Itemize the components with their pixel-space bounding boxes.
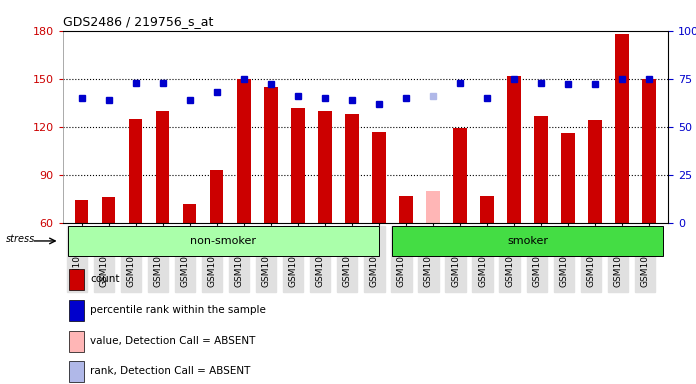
Bar xyxy=(102,197,116,319)
Text: smoker: smoker xyxy=(507,236,548,246)
Bar xyxy=(69,300,84,321)
Text: stress: stress xyxy=(6,234,35,244)
Bar xyxy=(426,191,440,319)
Text: non-smoker: non-smoker xyxy=(191,236,257,246)
Bar xyxy=(642,79,656,319)
Text: rank, Detection Call = ABSENT: rank, Detection Call = ABSENT xyxy=(90,366,251,376)
Bar xyxy=(535,116,548,319)
Bar xyxy=(480,195,493,319)
Bar xyxy=(562,133,575,319)
Text: count: count xyxy=(90,274,120,284)
Bar xyxy=(615,34,629,319)
Text: percentile rank within the sample: percentile rank within the sample xyxy=(90,305,266,315)
FancyBboxPatch shape xyxy=(393,226,663,256)
Bar xyxy=(237,79,251,319)
Bar xyxy=(69,269,84,290)
Bar xyxy=(69,331,84,352)
Bar xyxy=(372,132,386,319)
Bar xyxy=(453,128,467,319)
Bar xyxy=(74,200,88,319)
Bar xyxy=(291,108,305,319)
Bar xyxy=(318,111,331,319)
Bar xyxy=(588,120,602,319)
Bar xyxy=(183,204,196,319)
Bar xyxy=(400,195,413,319)
Bar xyxy=(345,114,358,319)
Bar xyxy=(507,76,521,319)
Bar xyxy=(264,87,278,319)
Bar xyxy=(69,361,84,382)
Bar xyxy=(210,170,223,319)
Text: value, Detection Call = ABSENT: value, Detection Call = ABSENT xyxy=(90,336,255,346)
Text: GDS2486 / 219756_s_at: GDS2486 / 219756_s_at xyxy=(63,15,213,28)
FancyBboxPatch shape xyxy=(68,226,379,256)
Bar xyxy=(129,119,143,319)
Bar xyxy=(156,111,169,319)
